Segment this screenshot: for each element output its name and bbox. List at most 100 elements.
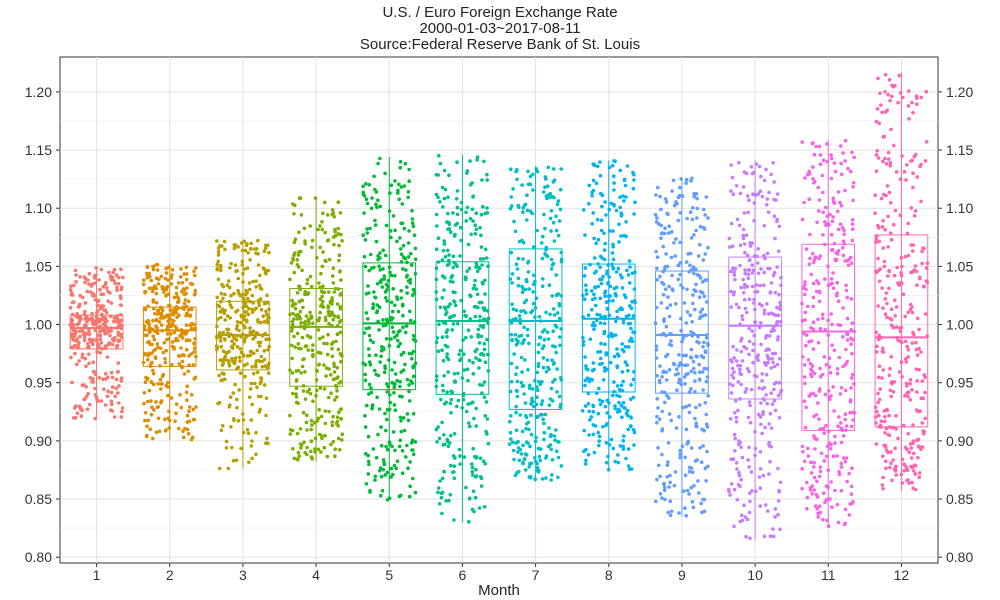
point-month-11 bbox=[817, 417, 821, 421]
point-month-4 bbox=[288, 413, 292, 418]
point-month-11 bbox=[850, 217, 855, 222]
point-month-11 bbox=[841, 456, 846, 460]
point-month-4 bbox=[309, 418, 314, 423]
point-month-9 bbox=[680, 339, 684, 344]
point-month-1 bbox=[107, 270, 111, 275]
point-month-8 bbox=[602, 257, 607, 262]
point-month-10 bbox=[727, 489, 731, 494]
point-month-2 bbox=[180, 336, 185, 340]
point-month-4 bbox=[308, 391, 313, 396]
point-month-11 bbox=[831, 199, 836, 204]
point-month-1 bbox=[81, 295, 85, 300]
point-month-8 bbox=[614, 270, 619, 274]
point-month-1 bbox=[91, 292, 96, 296]
point-month-5 bbox=[366, 347, 371, 351]
point-month-3 bbox=[265, 293, 269, 298]
point-month-6 bbox=[470, 465, 475, 470]
point-month-10 bbox=[747, 465, 751, 469]
point-month-12 bbox=[911, 486, 915, 491]
point-month-9 bbox=[673, 373, 678, 377]
point-month-8 bbox=[614, 319, 618, 324]
point-month-5 bbox=[364, 182, 368, 186]
point-month-4 bbox=[324, 318, 328, 323]
point-month-3 bbox=[233, 356, 238, 360]
point-month-6 bbox=[451, 265, 456, 270]
point-month-3 bbox=[262, 249, 267, 253]
point-month-6 bbox=[466, 242, 471, 247]
point-month-11 bbox=[849, 342, 853, 347]
point-month-10 bbox=[764, 363, 768, 367]
point-month-12 bbox=[883, 431, 887, 435]
point-month-7 bbox=[515, 394, 520, 399]
point-month-12 bbox=[900, 154, 904, 158]
point-month-1 bbox=[75, 411, 80, 416]
point-month-1 bbox=[85, 342, 90, 346]
point-month-12 bbox=[921, 429, 925, 433]
point-month-3 bbox=[265, 301, 270, 305]
point-month-1 bbox=[117, 384, 121, 388]
point-month-3 bbox=[230, 445, 234, 450]
point-month-1 bbox=[116, 391, 120, 395]
point-month-12 bbox=[898, 177, 903, 181]
point-month-9 bbox=[701, 258, 706, 262]
point-month-8 bbox=[611, 257, 616, 262]
point-month-7 bbox=[530, 399, 534, 404]
point-month-4 bbox=[311, 399, 315, 404]
point-month-9 bbox=[706, 245, 710, 250]
point-month-5 bbox=[388, 442, 392, 446]
point-month-8 bbox=[611, 265, 615, 270]
point-month-5 bbox=[395, 297, 400, 302]
point-month-2 bbox=[169, 396, 174, 400]
point-month-9 bbox=[685, 310, 690, 314]
point-month-7 bbox=[517, 458, 522, 463]
point-month-6 bbox=[485, 352, 490, 357]
point-month-12 bbox=[876, 256, 880, 261]
point-month-8 bbox=[597, 443, 601, 448]
point-month-9 bbox=[658, 474, 662, 479]
point-month-3 bbox=[254, 279, 258, 283]
point-month-7 bbox=[551, 220, 556, 225]
point-month-10 bbox=[762, 398, 767, 402]
point-month-7 bbox=[520, 370, 524, 374]
point-month-11 bbox=[811, 347, 816, 351]
point-month-4 bbox=[330, 296, 334, 300]
point-month-9 bbox=[683, 455, 687, 460]
point-month-10 bbox=[751, 348, 755, 353]
point-month-9 bbox=[691, 271, 696, 276]
point-month-6 bbox=[445, 390, 449, 395]
point-month-9 bbox=[703, 466, 708, 471]
point-month-4 bbox=[317, 407, 322, 412]
point-month-4 bbox=[288, 432, 293, 436]
point-month-9 bbox=[705, 300, 709, 304]
point-month-2 bbox=[172, 330, 177, 335]
point-month-3 bbox=[238, 293, 243, 298]
point-month-3 bbox=[246, 251, 250, 255]
point-month-5 bbox=[393, 335, 397, 340]
point-month-10 bbox=[733, 449, 737, 453]
point-month-8 bbox=[583, 383, 587, 388]
point-month-8 bbox=[605, 411, 609, 415]
point-month-5 bbox=[379, 443, 384, 448]
point-month-8 bbox=[615, 393, 619, 398]
point-month-3 bbox=[241, 271, 245, 276]
point-month-2 bbox=[143, 380, 148, 385]
point-month-3 bbox=[232, 291, 236, 296]
point-month-6 bbox=[477, 506, 482, 510]
point-month-9 bbox=[666, 295, 670, 299]
point-month-9 bbox=[669, 255, 674, 260]
point-month-4 bbox=[317, 316, 322, 320]
point-month-4 bbox=[327, 321, 331, 326]
point-month-9 bbox=[688, 210, 693, 214]
point-month-9 bbox=[668, 480, 672, 485]
point-month-1 bbox=[95, 397, 99, 402]
point-month-5 bbox=[364, 197, 369, 202]
point-month-11 bbox=[826, 318, 830, 323]
point-month-8 bbox=[625, 413, 630, 418]
point-month-8 bbox=[591, 321, 596, 325]
point-month-6 bbox=[462, 455, 467, 459]
point-month-4 bbox=[298, 287, 302, 292]
point-month-6 bbox=[445, 220, 449, 224]
point-month-9 bbox=[683, 382, 687, 386]
point-month-2 bbox=[151, 368, 155, 373]
point-month-2 bbox=[163, 417, 167, 422]
